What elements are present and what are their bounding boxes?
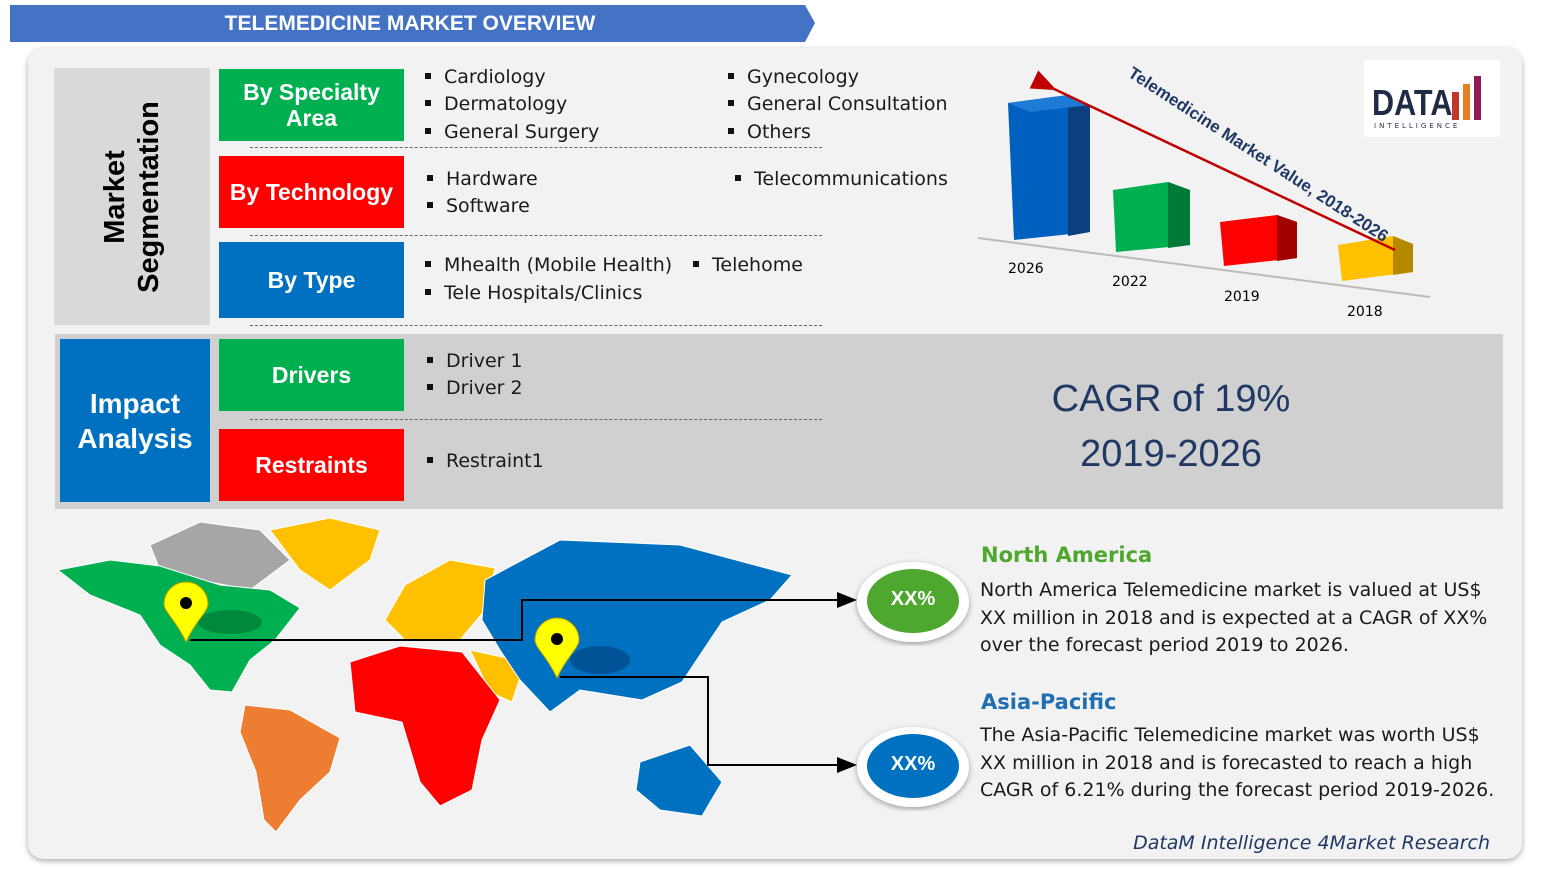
item: Gynecology — [728, 66, 859, 88]
connector — [560, 676, 857, 773]
divider — [250, 235, 822, 236]
item: Driver 2 — [427, 377, 523, 399]
label-line: Impact — [89, 387, 181, 419]
year-label: 2018 — [1347, 304, 1383, 320]
region-highlight — [570, 646, 630, 674]
map-pin — [163, 581, 209, 644]
year-label: 2026 — [1008, 261, 1044, 277]
footer: DataM Intelligence 4Market Research — [1133, 832, 1490, 854]
item: General Surgery — [425, 121, 599, 143]
bars-baseline — [977, 237, 1431, 298]
region-text: North America Telemedicine market is val… — [980, 579, 1488, 656]
impact-label: Impact Analysis — [60, 339, 210, 502]
segmentation-label: Market Segmentation — [54, 68, 210, 325]
year-label: 2022 — [1112, 274, 1148, 290]
item: Restraint1 — [427, 450, 544, 472]
segment-label: By Type — [219, 242, 404, 318]
cagr-line: 2019-2026 — [1080, 433, 1262, 475]
segment-label: By Technology — [219, 156, 404, 228]
impact-row-label: Restraints — [219, 429, 404, 501]
segment-label: By Specialty Area — [219, 69, 404, 141]
trend-arrow — [1029, 70, 1396, 252]
item: Driver 1 — [427, 350, 523, 372]
item: Cardiology — [425, 66, 546, 88]
impact-row-label: Drivers — [219, 339, 404, 411]
cagr: CAGR of 19% 2019-2026 — [950, 372, 1392, 482]
region-text: The Asia-Pacific Telemedicine market was… — [980, 724, 1495, 801]
header-banner — [10, 5, 815, 42]
divider — [250, 419, 822, 420]
market-bars — [1008, 95, 1413, 281]
item: Tele Hospitals/Clinics — [425, 282, 642, 304]
label-line: Segmentation — [133, 100, 165, 293]
item: Telehome — [693, 254, 803, 276]
map-pin — [534, 617, 580, 680]
region-highlight — [198, 610, 262, 634]
item: Software — [427, 195, 530, 217]
badge — [867, 734, 959, 798]
year-label: 2019 — [1224, 289, 1260, 305]
label-line: Analysis — [77, 422, 193, 454]
cagr-line: CAGR of 19% — [1051, 378, 1291, 420]
logo-name: DATA — [1372, 82, 1453, 123]
badge — [867, 569, 959, 633]
item: Telecommunications — [735, 168, 948, 190]
header-title: TELEMEDICINE MARKET OVERVIEW — [224, 12, 596, 35]
logo-bars — [1452, 76, 1481, 120]
divider — [250, 147, 822, 148]
label-line: Market — [99, 149, 131, 244]
region-name: North America — [981, 543, 1153, 567]
badge-label: XX% — [890, 753, 936, 775]
item: Others — [728, 121, 811, 143]
item: Mhealth (Mobile Health) — [425, 254, 672, 276]
divider — [250, 325, 822, 326]
segmentation-panel — [54, 68, 210, 325]
badge-label: XX% — [890, 588, 936, 610]
item: Dermatology — [425, 93, 567, 115]
item: General Consultation — [728, 93, 948, 115]
region-name: Asia-Pacific — [981, 690, 1117, 714]
logo-tagline: INTELLIGENCE — [1374, 122, 1461, 130]
item: Hardware — [427, 168, 538, 190]
connector — [190, 592, 857, 641]
